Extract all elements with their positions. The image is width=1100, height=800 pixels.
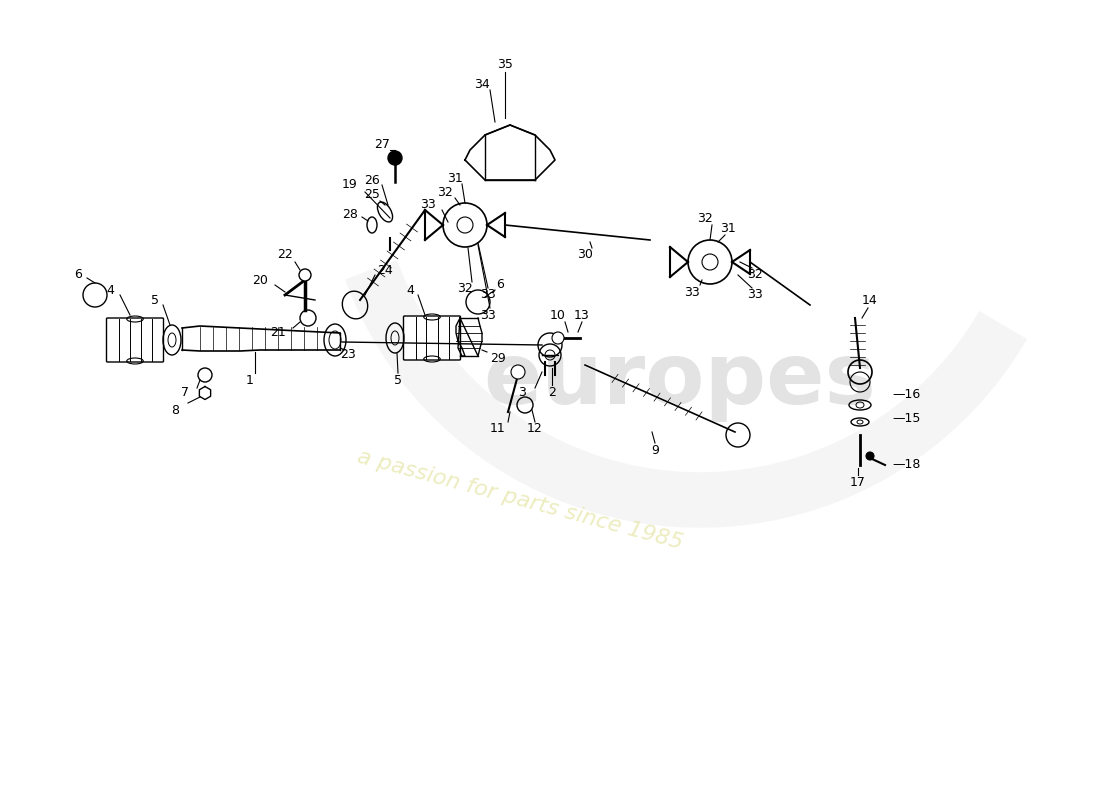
Text: 23: 23 — [340, 349, 356, 362]
Text: 1: 1 — [246, 374, 254, 386]
Polygon shape — [465, 125, 556, 180]
Text: 20: 20 — [252, 274, 268, 286]
Circle shape — [512, 365, 525, 379]
Text: 19: 19 — [342, 178, 358, 191]
Text: 6: 6 — [496, 278, 504, 291]
Text: 7: 7 — [182, 386, 189, 398]
Text: 33: 33 — [684, 286, 700, 298]
Text: 4: 4 — [406, 283, 414, 297]
Text: 33: 33 — [420, 198, 436, 211]
Text: 32: 32 — [458, 282, 473, 294]
Text: a passion for parts since 1985: a passion for parts since 1985 — [355, 447, 685, 553]
Circle shape — [299, 269, 311, 281]
Text: —15: —15 — [892, 411, 921, 425]
Text: 33: 33 — [747, 289, 763, 302]
Text: 4: 4 — [106, 283, 114, 297]
Text: 35: 35 — [497, 58, 513, 71]
Text: 13: 13 — [574, 309, 590, 322]
FancyBboxPatch shape — [107, 318, 164, 362]
Text: 31: 31 — [447, 171, 463, 185]
Text: 25: 25 — [364, 189, 380, 202]
Text: 14: 14 — [862, 294, 878, 306]
Text: 26: 26 — [364, 174, 380, 186]
Polygon shape — [199, 386, 210, 399]
Text: 2: 2 — [548, 386, 556, 398]
Text: 11: 11 — [491, 422, 506, 434]
Text: 22: 22 — [277, 249, 293, 262]
Text: 32: 32 — [697, 211, 713, 225]
Text: 21: 21 — [271, 326, 286, 338]
Text: 30: 30 — [578, 249, 593, 262]
Text: 32: 32 — [747, 269, 763, 282]
Text: 5: 5 — [394, 374, 402, 386]
Text: 31: 31 — [720, 222, 736, 234]
Text: —18: —18 — [892, 458, 921, 471]
Text: —16: —16 — [892, 389, 921, 402]
FancyBboxPatch shape — [404, 316, 461, 360]
Text: 8: 8 — [170, 403, 179, 417]
Circle shape — [388, 151, 401, 165]
Text: 33: 33 — [480, 289, 496, 302]
Text: 24: 24 — [377, 263, 393, 277]
Text: 29: 29 — [491, 351, 506, 365]
Text: europes: europes — [484, 338, 877, 422]
Text: 27: 27 — [374, 138, 389, 151]
Text: 6: 6 — [74, 269, 81, 282]
Text: 17: 17 — [850, 475, 866, 489]
Text: 32: 32 — [437, 186, 453, 198]
Text: 5: 5 — [151, 294, 160, 306]
Text: 9: 9 — [651, 443, 659, 457]
Text: 10: 10 — [550, 309, 565, 322]
Text: 28: 28 — [342, 209, 358, 222]
Text: 3: 3 — [518, 386, 526, 398]
Text: 12: 12 — [527, 422, 543, 434]
Text: 33: 33 — [480, 309, 496, 322]
Circle shape — [552, 332, 564, 344]
Circle shape — [866, 452, 874, 460]
Text: 34: 34 — [474, 78, 490, 91]
